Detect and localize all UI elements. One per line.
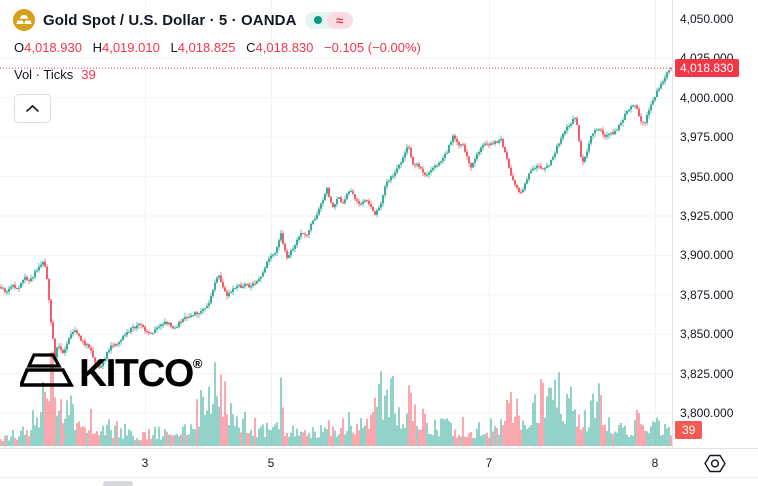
timezone-settings-icon[interactable] (703, 453, 727, 474)
close-value: 4,018.830 (255, 40, 314, 55)
price-tick-label: 3,950.000 (680, 169, 734, 184)
volume-legend-row: Vol · Ticks 39 (14, 67, 96, 82)
volume-legend-label: Vol · Ticks (14, 67, 74, 82)
market-open-dot-icon (314, 16, 323, 24)
volume-badge: 39 (675, 421, 703, 439)
low-label: L (170, 40, 178, 55)
high-value: 4,019.010 (101, 40, 160, 55)
last-price-badge: 4,018.830 (675, 59, 740, 78)
price-tick-label: 3,925.000 (680, 209, 734, 223)
collapse-legend-button[interactable] (14, 94, 51, 123)
price-tick-label: 3,825.000 (680, 366, 734, 381)
kitco-gold-bars-icon (18, 352, 74, 394)
price-tick-label: 3,875.000 (680, 287, 734, 302)
price-tick-label: 4,000.000 (680, 90, 734, 105)
horizontal-scrollbar-handle[interactable] (103, 481, 133, 486)
time-tick-label: 7 (485, 456, 493, 470)
chevron-up-icon (24, 103, 41, 114)
symbol-title: Gold Spot / U.S. Dollar · 5 · OANDA (43, 11, 297, 29)
kitco-watermark-text: KITCO® (79, 351, 203, 395)
ohlc-legend-row: O4,018.930 H4,019.010 L4,018.825 C4,018.… (14, 40, 421, 55)
volume-legend-value: 39 (81, 67, 96, 82)
bottom-divider (0, 477, 758, 478)
time-tick-label: 8 (651, 456, 659, 470)
kitco-watermark: KITCO® (18, 351, 203, 395)
price-tick-label: 3,975.000 (680, 130, 734, 145)
open-label: O (14, 40, 25, 55)
high-label: H (92, 40, 102, 55)
market-status-pill[interactable]: ≈ (304, 11, 353, 29)
price-tick-label: 3,900.000 (680, 248, 734, 263)
time-axis[interactable]: 3 5 7 8 (0, 448, 758, 478)
delayed-data-icon: ≈ (326, 11, 353, 29)
close-label: C (246, 40, 256, 55)
price-tick-label: 3,800.000 (680, 406, 734, 420)
gold-coin-icon (13, 9, 35, 31)
time-tick-label: 3 (141, 456, 149, 470)
time-tick-label: 5 (267, 456, 275, 470)
open-value: 4,018.930 (24, 40, 82, 55)
registered-trademark-symbol: ® (192, 355, 203, 371)
change-value: −0.105 (−0.00%) (324, 40, 421, 55)
price-tick-label: 4,050.000 (680, 12, 734, 26)
symbol-legend-row: Gold Spot / U.S. Dollar · 5 · OANDA ≈ (13, 9, 353, 31)
low-value: 4,018.825 (177, 40, 236, 55)
price-tick-label: 3,850.000 (680, 327, 734, 342)
